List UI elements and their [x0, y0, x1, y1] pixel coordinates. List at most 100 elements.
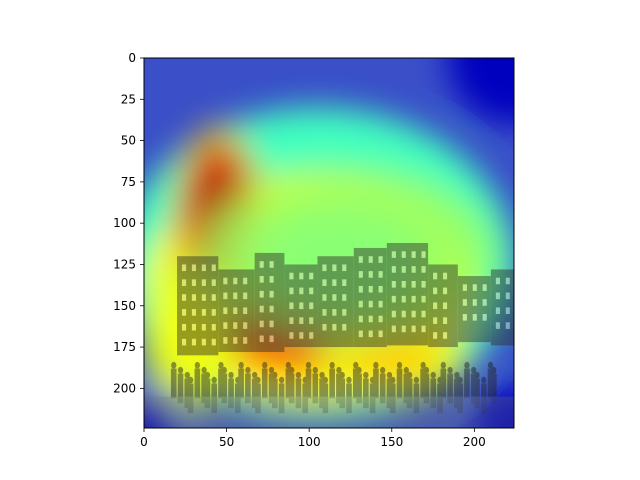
crowd-figure: [295, 371, 302, 379]
crowd-figure: [184, 378, 191, 409]
window: [211, 309, 216, 316]
crowd-figure: [457, 383, 463, 414]
building-silhouette: [254, 252, 285, 353]
window: [181, 323, 187, 331]
window: [368, 315, 373, 323]
window: [401, 266, 406, 273]
y-tick-label: 150: [113, 299, 136, 313]
ground: [144, 396, 514, 428]
crowd-figure: [177, 366, 184, 374]
window: [289, 317, 294, 324]
window: [269, 276, 274, 283]
crowd-figure: [194, 361, 200, 369]
crowd-figure: [454, 378, 460, 409]
window: [223, 292, 228, 300]
window: [411, 295, 416, 303]
window: [332, 309, 337, 316]
crowd-figure: [305, 368, 312, 399]
building-silhouette: [457, 276, 491, 343]
window: [391, 325, 396, 333]
crowd-figure: [369, 376, 376, 384]
crowd-figure: [396, 361, 403, 369]
window: [201, 279, 206, 286]
heatmap-layer: [144, 58, 514, 428]
crowd-figure: [312, 373, 319, 404]
building-silhouette: [177, 256, 219, 356]
window: [378, 256, 383, 263]
window: [482, 314, 487, 321]
window: [442, 302, 448, 310]
window: [233, 337, 238, 344]
window: [181, 309, 187, 316]
crowd-figure: [437, 376, 443, 384]
crowd-figure: [420, 361, 426, 369]
crowd-figure: [369, 383, 376, 414]
crowd-figure: [221, 373, 228, 404]
activation-peak: [163, 299, 217, 379]
crowd-figure: [278, 376, 285, 384]
window: [411, 251, 416, 258]
window: [433, 332, 438, 339]
activation-peak: [262, 209, 422, 303]
crowd-figure: [491, 373, 497, 404]
crowd-figure: [194, 368, 201, 399]
crowd-figure: [440, 361, 446, 369]
window: [421, 266, 426, 273]
crowd-figure: [396, 368, 403, 399]
window: [358, 285, 363, 293]
window: [211, 264, 216, 272]
window: [322, 309, 327, 316]
window: [201, 264, 206, 272]
crowd-figure: [481, 376, 487, 384]
y-axis: 0 25 50 75 100 125 150 175 200: [113, 51, 144, 395]
crowd-figure: [390, 376, 396, 384]
crowd-figure: [336, 366, 342, 374]
window: [309, 272, 314, 280]
window: [482, 299, 487, 306]
window: [411, 325, 416, 333]
window: [289, 332, 294, 339]
window: [289, 302, 294, 310]
crowd-figure: [312, 366, 318, 374]
window: [299, 317, 304, 324]
window: [259, 261, 264, 268]
window: [378, 315, 383, 323]
window: [368, 285, 373, 293]
window: [401, 310, 406, 318]
crowd-figure: [363, 378, 369, 409]
window: [332, 323, 337, 331]
window: [259, 320, 264, 328]
cold-region: [447, 58, 514, 125]
window: [289, 287, 294, 295]
crowd-figure: [329, 368, 335, 399]
crowd-figure: [171, 361, 177, 369]
window: [433, 317, 438, 324]
window: [243, 322, 248, 329]
window: [223, 307, 228, 315]
crowd-figure: [491, 366, 497, 374]
crowd-figure: [379, 373, 386, 404]
crowd-figure: [352, 368, 359, 399]
window: [269, 335, 274, 343]
window: [299, 272, 304, 280]
x-tick-label: 200: [463, 435, 486, 449]
crowd-figure: [363, 371, 369, 379]
crowd-figure: [406, 378, 413, 409]
crowd-figure: [440, 368, 447, 399]
window: [181, 338, 187, 346]
crowd-figure: [262, 361, 268, 369]
crowd-figure: [386, 371, 393, 379]
window: [368, 256, 373, 263]
crowd-figure: [255, 383, 261, 414]
y-tick-label: 25: [121, 92, 136, 106]
window: [378, 330, 383, 338]
window: [201, 294, 206, 301]
window: [342, 323, 347, 331]
window: [299, 287, 304, 295]
y-tick-label: 200: [113, 381, 136, 395]
crowd-figure: [204, 378, 211, 409]
window: [472, 314, 477, 321]
window: [211, 294, 216, 301]
crowd-figure: [447, 366, 453, 374]
crowd-figure: [471, 366, 477, 374]
